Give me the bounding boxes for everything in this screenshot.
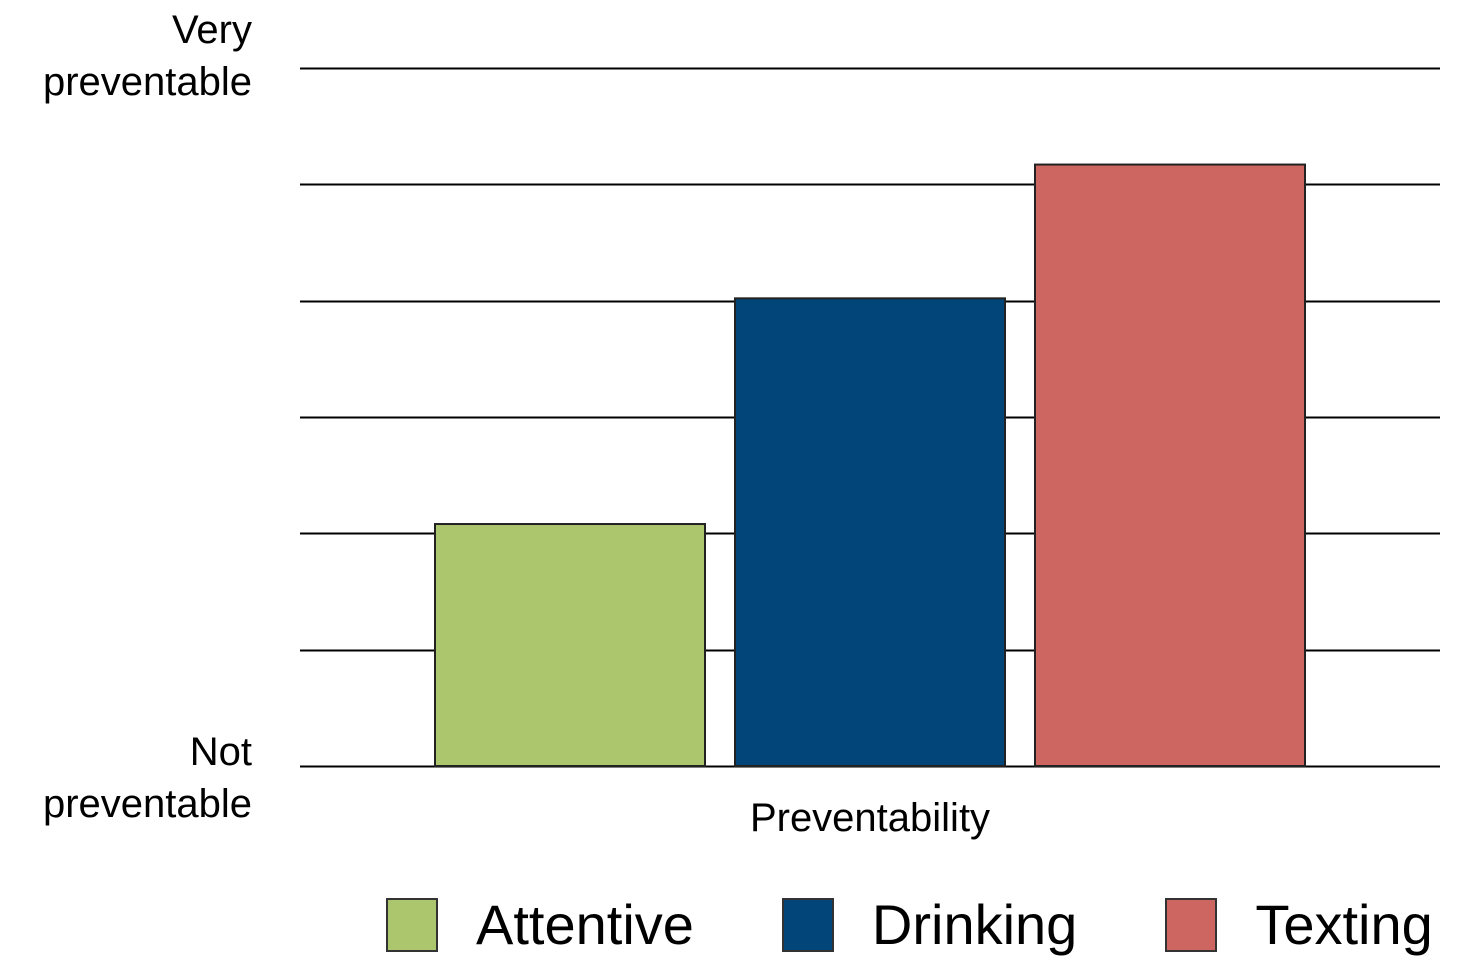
legend-swatch xyxy=(386,898,438,952)
legend-label: Texting xyxy=(1255,893,1433,956)
bars xyxy=(434,163,1306,768)
legend-swatch xyxy=(1165,898,1218,952)
bar-texting xyxy=(1034,163,1306,768)
y-axis-bottom-label: Not preventable xyxy=(42,730,252,826)
legend-label: Attentive xyxy=(476,893,694,956)
legend-item-drinking: Drinking xyxy=(781,892,1078,958)
legend: Attentive Drinking Texting xyxy=(386,892,1433,958)
x-axis-label: Preventability xyxy=(749,796,991,840)
legend-item-attentive: Attentive xyxy=(386,892,694,958)
legend-item-texting: Texting xyxy=(1165,892,1433,958)
bar-attentive xyxy=(434,523,706,767)
legend-label: Drinking xyxy=(871,893,1078,956)
legend-swatch xyxy=(781,898,834,952)
bar-drinking xyxy=(734,297,1006,767)
y-axis-top-label: Very preventable xyxy=(42,8,252,104)
